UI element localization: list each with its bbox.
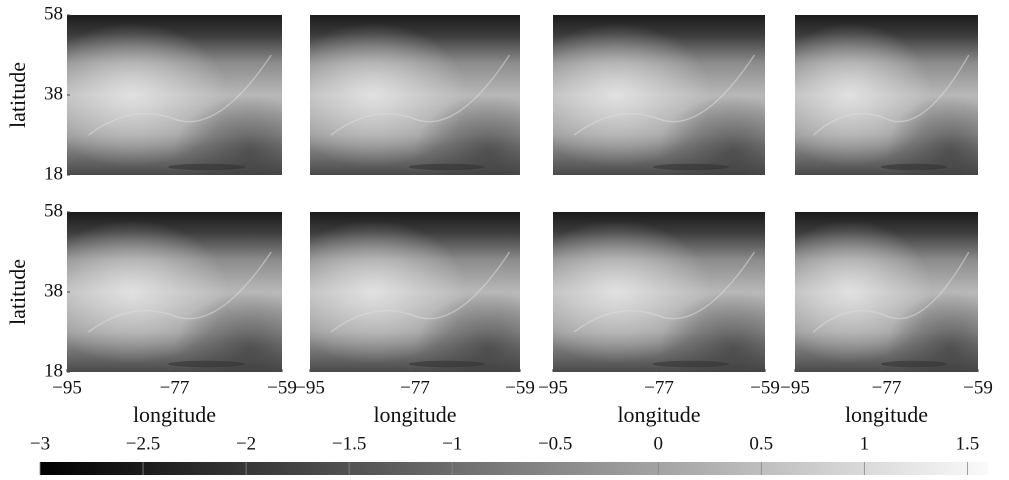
coastline	[812, 54, 970, 136]
y-tick-label: 18	[44, 360, 63, 381]
x-axis-label: longitude	[133, 402, 216, 427]
x-tick-label: −95	[538, 377, 568, 398]
x-tick-label: −77	[644, 377, 674, 398]
map-shadow	[553, 212, 765, 372]
y-tick-label: 18	[44, 163, 63, 184]
island	[408, 360, 485, 368]
x-tick-label: −59	[750, 377, 780, 398]
y-tick-label: 38	[44, 280, 63, 301]
map-panel	[67, 212, 282, 372]
map-panel	[795, 212, 978, 372]
island	[652, 360, 729, 368]
map-panel	[310, 212, 520, 372]
map-shadow	[795, 212, 978, 372]
island	[652, 163, 729, 171]
island	[408, 163, 485, 171]
coastline	[812, 251, 970, 333]
x-tick-label: −95	[780, 377, 810, 398]
y-axis-label: latitude	[5, 62, 30, 128]
island	[168, 163, 246, 171]
y-tick-label: 38	[44, 83, 63, 104]
map-panel	[310, 15, 520, 175]
map-panel	[795, 15, 978, 175]
map-shadow	[67, 212, 282, 372]
x-tick-label: −59	[963, 377, 993, 398]
colorbar-tick-label: 0.5	[749, 433, 773, 454]
x-tick-label: −95	[295, 377, 325, 398]
coastline	[88, 54, 272, 136]
coastline	[88, 251, 272, 333]
y-tick-label: 58	[44, 3, 63, 24]
x-tick-label: −77	[872, 377, 902, 398]
colorbar-tick-label: −2.5	[126, 433, 160, 454]
x-tick-label: −59	[267, 377, 297, 398]
colorbar-tick-label: −1.5	[332, 433, 366, 454]
x-tick-label: −59	[505, 377, 535, 398]
colorbar	[40, 462, 988, 475]
island	[881, 360, 947, 368]
coastline	[573, 251, 756, 333]
coastline	[330, 251, 511, 333]
map-shadow	[553, 15, 765, 175]
y-axis-label: latitude	[5, 259, 30, 325]
x-tick-label: −77	[160, 377, 190, 398]
map-shadow	[310, 15, 520, 175]
colorbar-tick-label: −3	[30, 433, 50, 454]
colorbar-tick-label: −1	[442, 433, 462, 454]
x-tick-label: −95	[52, 377, 82, 398]
island	[881, 163, 947, 171]
coastline	[330, 54, 511, 136]
map-panel	[553, 15, 765, 175]
colorbar-tick-label: 0	[654, 433, 664, 454]
map-shadow	[310, 212, 520, 372]
y-tick-label: 58	[44, 200, 63, 221]
colorbar-tick-label: −2	[236, 433, 256, 454]
map-panel	[553, 212, 765, 372]
map-shadow	[795, 15, 978, 175]
island	[168, 360, 246, 368]
colorbar-tick-label: 1.5	[956, 433, 980, 454]
x-axis-label: longitude	[373, 402, 456, 427]
colorbar-tick-label: 1	[860, 433, 870, 454]
map-shadow	[67, 15, 282, 175]
map-panel	[67, 15, 282, 175]
colorbar-tick-label: −0.5	[538, 433, 572, 454]
x-axis-label: longitude	[845, 402, 928, 427]
coastline	[573, 54, 756, 136]
x-tick-label: −77	[400, 377, 430, 398]
x-axis-label: longitude	[617, 402, 700, 427]
